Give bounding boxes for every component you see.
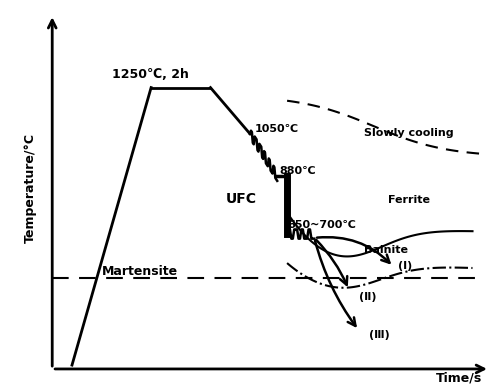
Text: UFC: UFC [226,192,256,206]
Text: Martensite: Martensite [102,265,178,278]
Text: (Ⅱ): (Ⅱ) [359,292,376,301]
Text: 1250℃, 2h: 1250℃, 2h [112,68,188,81]
Text: 880℃: 880℃ [280,166,316,176]
Text: Ferrite: Ferrite [388,195,430,205]
Text: (Ⅲ): (Ⅲ) [368,330,390,340]
Text: Time/s: Time/s [436,371,482,384]
Text: Temperature/°C: Temperature/°C [24,133,36,243]
Text: 650~700℃: 650~700℃ [287,220,356,230]
Text: 1050℃: 1050℃ [255,124,299,134]
Text: Slowly cooling: Slowly cooling [364,128,454,138]
Text: (Ⅰ): (Ⅰ) [398,261,412,271]
Text: Bainite: Bainite [364,245,408,255]
